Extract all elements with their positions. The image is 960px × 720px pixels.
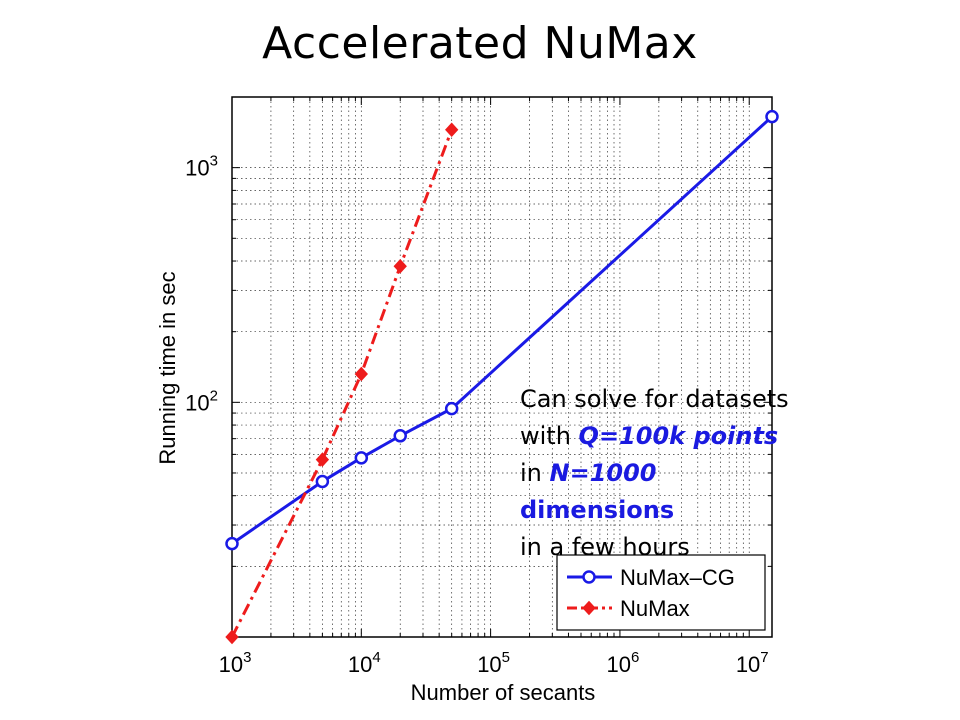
data-point bbox=[393, 429, 407, 443]
data-point bbox=[315, 474, 330, 489]
series-group bbox=[225, 109, 779, 645]
x-tick-exp: 5 bbox=[502, 649, 510, 666]
series-line bbox=[230, 129, 454, 638]
x-tick-exp: 4 bbox=[372, 649, 380, 666]
x-tick-base: 10 bbox=[348, 652, 372, 677]
y-tick-exp: 2 bbox=[210, 387, 218, 404]
legend: NuMax–CG NuMax bbox=[556, 554, 766, 631]
y-tick-base: 10 bbox=[185, 156, 209, 181]
x-tick-label: 106 bbox=[607, 649, 640, 677]
x-tick-label: 103 bbox=[219, 649, 252, 677]
legend-label: NuMax–CG bbox=[620, 565, 735, 590]
y-tick-base: 10 bbox=[185, 390, 209, 415]
x-axis-label: Number of secants bbox=[411, 680, 596, 705]
data-point bbox=[354, 366, 368, 382]
y-tick-label: 103 bbox=[185, 153, 218, 181]
x-tick-base: 10 bbox=[219, 652, 243, 677]
data-point bbox=[225, 629, 239, 645]
data-point bbox=[315, 452, 330, 467]
slide-title: Accelerated NuMax bbox=[262, 18, 698, 69]
legend-marker bbox=[582, 570, 596, 584]
callout-text: with bbox=[520, 422, 579, 450]
legend-marker bbox=[582, 600, 596, 616]
y-tick-exp: 3 bbox=[210, 153, 218, 170]
plot-frame bbox=[231, 96, 773, 638]
data-point bbox=[445, 122, 459, 138]
callout-highlight: N=1000 bbox=[549, 459, 657, 487]
x-tick-base: 10 bbox=[736, 652, 760, 677]
data-point bbox=[225, 536, 239, 551]
series-1 bbox=[225, 122, 459, 645]
callout-line-4: dimensions bbox=[520, 496, 675, 524]
callout-line-5: in a few hours bbox=[520, 533, 690, 561]
axes bbox=[231, 96, 773, 638]
callout-highlight: Q=100k points bbox=[578, 422, 779, 450]
x-tick-exp: 7 bbox=[760, 649, 768, 666]
series-line bbox=[231, 115, 774, 545]
data-point bbox=[354, 451, 369, 465]
data-point bbox=[393, 259, 407, 274]
annotation-callout: Can solve for datasets with Q=100k point… bbox=[520, 381, 890, 566]
callout-line-1: Can solve for datasets bbox=[520, 385, 789, 413]
legend-label: NuMax bbox=[620, 596, 690, 621]
data-point bbox=[765, 109, 779, 124]
y-axis-label: Running time in sec bbox=[155, 271, 180, 464]
callout-line-3: in N=1000 bbox=[520, 455, 890, 492]
y-tick-label: 102 bbox=[185, 387, 218, 415]
x-tick-base: 10 bbox=[607, 652, 631, 677]
x-tick-exp: 3 bbox=[243, 649, 251, 666]
series-0 bbox=[225, 109, 779, 551]
x-tick-label: 105 bbox=[477, 649, 510, 677]
x-tick-exp: 6 bbox=[631, 649, 639, 666]
x-tick-label: 107 bbox=[736, 649, 769, 677]
callout-line-2: with Q=100k points bbox=[520, 418, 890, 455]
x-tick-label: 104 bbox=[348, 649, 381, 677]
legend-box bbox=[556, 554, 766, 631]
callout-text: in bbox=[520, 459, 550, 487]
x-tick-base: 10 bbox=[477, 652, 501, 677]
data-point bbox=[444, 401, 459, 416]
